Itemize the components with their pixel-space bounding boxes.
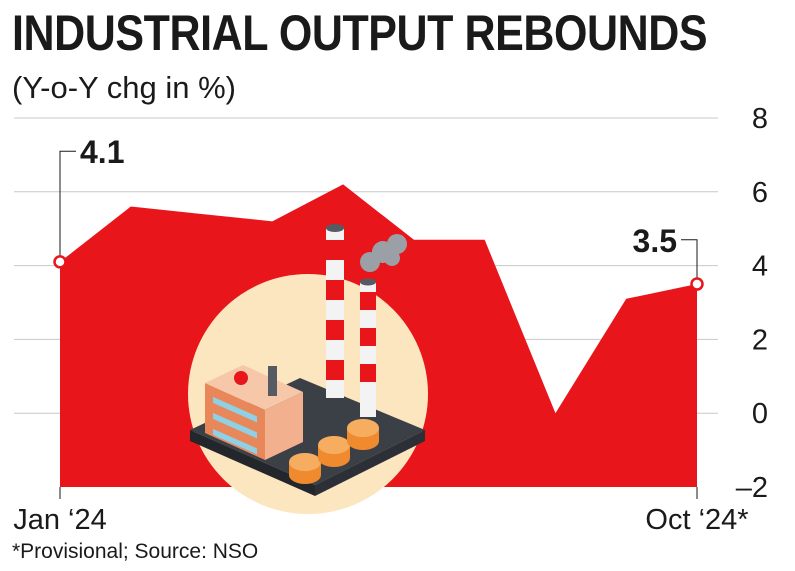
x-axis-ticks: Jan ‘24 Oct ‘24* bbox=[13, 487, 749, 536]
y-tick-label: 6 bbox=[752, 177, 768, 209]
y-tick-label: 2 bbox=[752, 324, 768, 356]
data-point-marker bbox=[53, 255, 67, 269]
y-axis-ticks: –2 0 2 4 6 8 bbox=[736, 103, 768, 504]
chart-title: INDUSTRIAL OUTPUT REBOUNDS bbox=[12, 5, 708, 61]
x-tick-label: Jan ‘24 bbox=[13, 504, 107, 536]
y-tick-label: 8 bbox=[752, 103, 768, 135]
callouts: 4.1 3.5 bbox=[53, 134, 704, 291]
x-tick-label: Oct ‘24* bbox=[645, 504, 748, 536]
callout-label: 4.1 bbox=[80, 134, 124, 170]
callout-leader bbox=[59, 150, 76, 262]
y-tick-label: –2 bbox=[736, 472, 768, 504]
source-note: *Provisional; Source: NSO bbox=[12, 540, 259, 563]
data-point-marker bbox=[690, 277, 704, 291]
factory-illustration bbox=[188, 224, 428, 514]
y-tick-label: 0 bbox=[752, 398, 768, 430]
callout-label: 3.5 bbox=[633, 223, 677, 259]
callout-leader bbox=[681, 239, 698, 285]
chart-subtitle: (Y-o-Y chg in %) bbox=[12, 70, 236, 105]
y-tick-label: 4 bbox=[752, 251, 768, 283]
